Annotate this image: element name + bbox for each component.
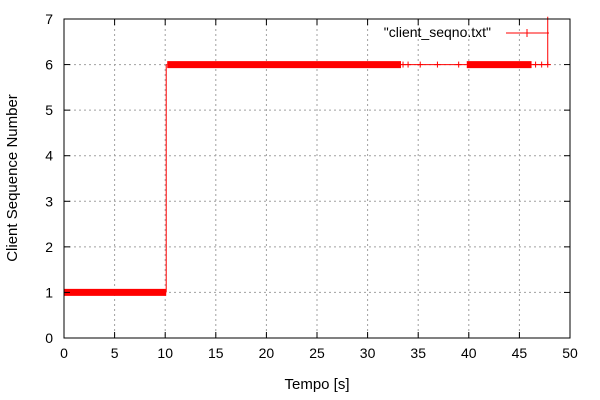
x-axis-title: Tempo [s]	[284, 376, 349, 393]
x-tick-label: 5	[111, 345, 119, 361]
data-layer	[64, 16, 551, 296]
x-tick-label: 50	[562, 345, 578, 361]
y-tick-label: 4	[45, 148, 53, 164]
y-tick-label: 3	[45, 193, 53, 209]
x-tick-label: 35	[410, 345, 426, 361]
y-tick-label: 0	[45, 330, 53, 346]
y-tick-label: 6	[45, 57, 53, 73]
y-tick-label: 2	[45, 239, 53, 255]
legend-label: "client_seqno.txt"	[384, 24, 491, 40]
x-tick-label: 40	[461, 345, 477, 361]
y-tick-label: 1	[45, 284, 53, 300]
x-tick-label: 45	[512, 345, 528, 361]
x-tick-label: 25	[309, 345, 325, 361]
y-tick-label: 7	[45, 11, 53, 27]
grid-layer	[64, 19, 570, 338]
x-tick-label: 20	[259, 345, 275, 361]
y-axis-title: Client Sequence Number	[4, 94, 21, 262]
x-tick-label: 10	[157, 345, 173, 361]
legend: "client_seqno.txt"	[384, 24, 549, 40]
x-tick-label: 30	[360, 345, 376, 361]
x-tick-label: 15	[208, 345, 224, 361]
x-tick-label: 0	[60, 345, 68, 361]
y-tick-label: 5	[45, 102, 53, 118]
